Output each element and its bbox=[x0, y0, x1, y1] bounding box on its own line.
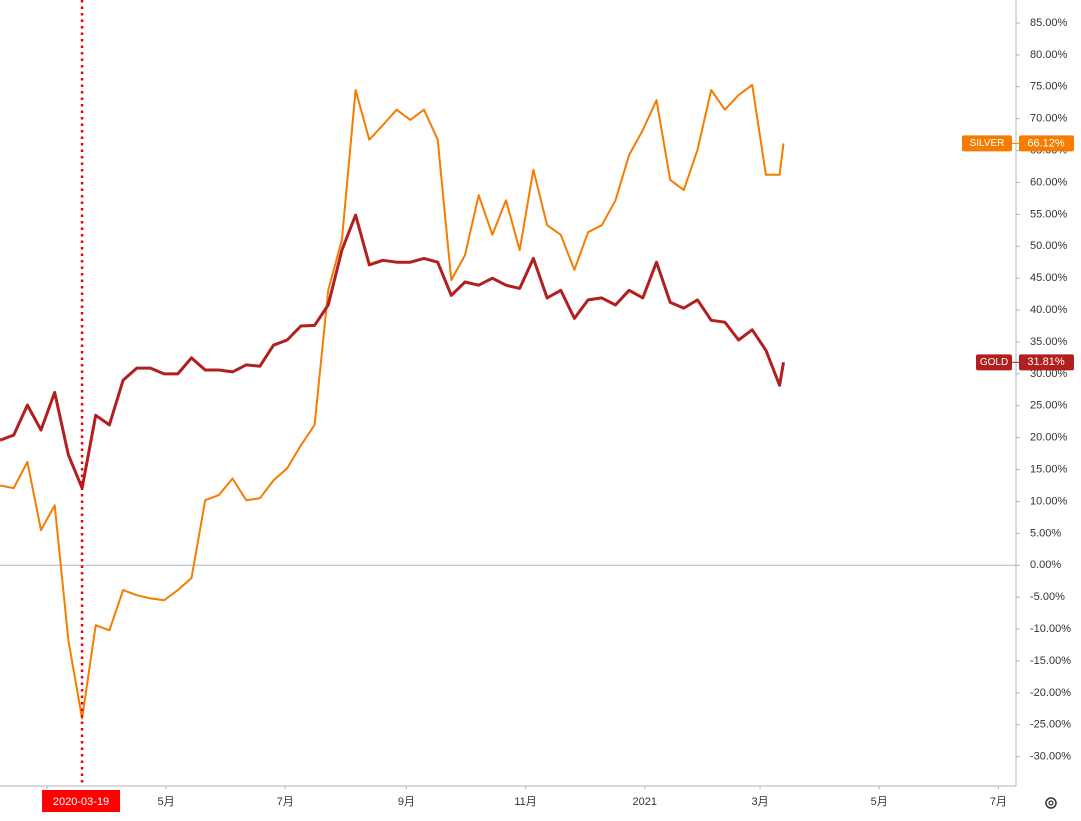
series-value-box bbox=[1019, 354, 1074, 371]
y-tick-label: 25.00% bbox=[1030, 400, 1068, 412]
series-value-label: 66.12% bbox=[1027, 137, 1065, 149]
settings-gear-hub[interactable] bbox=[1048, 800, 1054, 806]
y-tick-label: 60.00% bbox=[1030, 176, 1068, 188]
crosshair-label-box bbox=[42, 790, 121, 812]
y-tick-label: 45.00% bbox=[1030, 272, 1068, 284]
series-name-box bbox=[962, 135, 1012, 152]
y-tick-label: 85.00% bbox=[1030, 17, 1068, 29]
y-tick-label: -30.00% bbox=[1030, 751, 1071, 763]
series-name-box bbox=[976, 354, 1012, 371]
y-tick-label: -5.00% bbox=[1030, 591, 1065, 603]
series-name-label: SILVER bbox=[970, 138, 1005, 149]
x-tick-label: 3月 bbox=[751, 796, 768, 808]
series-line bbox=[0, 83, 785, 720]
y-tick-label: -15.00% bbox=[1030, 655, 1071, 667]
y-tick-label: -10.00% bbox=[1030, 623, 1071, 635]
settings-gear[interactable] bbox=[1045, 797, 1057, 809]
series-value-box bbox=[1019, 135, 1074, 152]
y-tick-label: 0.00% bbox=[1030, 559, 1061, 571]
y-tick-label: 30.00% bbox=[1030, 368, 1068, 380]
x-tick-label: 11月 bbox=[514, 796, 536, 808]
x-tick-label: 5月 bbox=[871, 796, 888, 808]
y-tick-label: 70.00% bbox=[1030, 113, 1068, 125]
y-tick-label: 80.00% bbox=[1030, 49, 1068, 61]
series-name-label: GOLD bbox=[980, 357, 1008, 368]
y-tick-label: -20.00% bbox=[1030, 687, 1071, 699]
series-line bbox=[0, 213, 785, 490]
y-tick-label: 75.00% bbox=[1030, 81, 1068, 93]
settings-icon[interactable] bbox=[1045, 797, 1057, 809]
x-tick-label: 7月 bbox=[277, 796, 294, 808]
x-tick-label: 7月 bbox=[990, 796, 1007, 808]
x-tick-label: 9月 bbox=[398, 796, 415, 808]
y-tick-label: 10.00% bbox=[1030, 495, 1068, 507]
series-value-label: 31.81% bbox=[1027, 356, 1065, 368]
y-tick-label: 40.00% bbox=[1030, 304, 1068, 316]
y-tick-label: 50.00% bbox=[1030, 240, 1068, 252]
y-tick-label: 5.00% bbox=[1030, 527, 1061, 539]
y-tick-label: 15.00% bbox=[1030, 463, 1068, 475]
crosshair-label: 2020-03-19 bbox=[53, 796, 109, 808]
x-tick-label: 5月 bbox=[158, 796, 175, 808]
y-tick-label: 35.00% bbox=[1030, 336, 1068, 348]
y-tick-label: 55.00% bbox=[1030, 208, 1068, 220]
x-tick-label: 2021 bbox=[633, 796, 657, 808]
y-tick-label: 20.00% bbox=[1030, 432, 1068, 444]
y-tick-label: -25.00% bbox=[1030, 719, 1071, 731]
